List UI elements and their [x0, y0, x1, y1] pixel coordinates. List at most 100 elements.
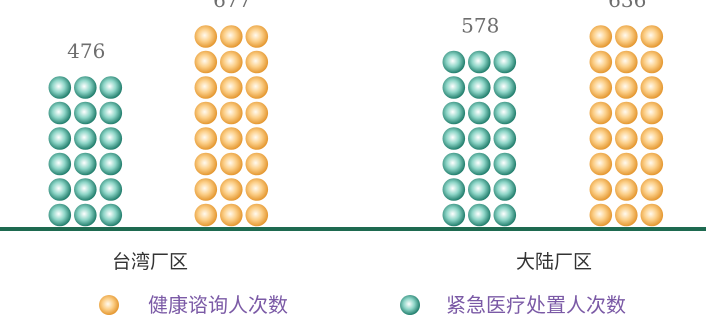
- bar-dot: [493, 101, 517, 125]
- bar-dot: [48, 127, 72, 150]
- bar-dot: [468, 203, 491, 227]
- bar-dot: [640, 50, 664, 74]
- bar-dot: [74, 101, 97, 125]
- bar-dot: [99, 178, 123, 201]
- bar-dot: [468, 178, 491, 201]
- category-label-mainland: 大陆厂区: [516, 251, 592, 273]
- category-label-taiwan: 台湾厂区: [112, 251, 188, 273]
- data-label: 636: [608, 0, 646, 12]
- legend-marker-consultation: [99, 295, 119, 315]
- bar-dot: [220, 178, 243, 201]
- bar-dot: [220, 203, 243, 227]
- bar-dot: [74, 152, 97, 176]
- bar-dot: [245, 101, 269, 125]
- bar-dot: [99, 152, 123, 176]
- bar-dot: [589, 152, 613, 176]
- bar-dot: [493, 127, 517, 150]
- bar-dot: [640, 76, 664, 99]
- bar-dot: [442, 152, 466, 176]
- bar-dot: [245, 25, 269, 48]
- bar-dot: [640, 25, 664, 48]
- bar-dot: [589, 76, 613, 99]
- data-label: 578: [461, 14, 499, 38]
- bar-dot: [640, 152, 664, 176]
- bar-dot: [493, 50, 517, 74]
- bar-consultation-0: [194, 25, 269, 227]
- legend-marker-emergency: [400, 295, 420, 315]
- bar-dot: [442, 76, 466, 99]
- bar-emergency-0: [48, 76, 123, 227]
- bar-dot: [99, 76, 123, 99]
- bar-dot: [194, 127, 218, 150]
- bar-dot: [74, 203, 97, 227]
- bar-dot: [640, 127, 664, 150]
- bar-dot: [220, 25, 243, 48]
- bar-dot: [615, 127, 638, 150]
- bar-dot: [615, 101, 638, 125]
- legend-label-consultation: 健康谘询人次数: [148, 293, 288, 317]
- bar-dot: [442, 178, 466, 201]
- bar-dot: [615, 203, 638, 227]
- bar-dot: [615, 76, 638, 99]
- bar-dot: [220, 50, 243, 74]
- bar-dot: [468, 50, 491, 74]
- bar-dot: [74, 127, 97, 150]
- bar-dot: [245, 76, 269, 99]
- bar-emergency-1: [442, 50, 517, 227]
- bar-dot: [194, 76, 218, 99]
- bar-dot: [442, 101, 466, 125]
- bar-dot: [589, 178, 613, 201]
- bar-dot: [194, 152, 218, 176]
- bar-dot: [468, 76, 491, 99]
- bar-dot: [468, 127, 491, 150]
- bar-dot: [442, 127, 466, 150]
- bar-dot: [640, 178, 664, 201]
- bar-dot: [220, 101, 243, 125]
- bar-dot: [74, 178, 97, 201]
- bar-dot: [615, 25, 638, 48]
- bar-dot: [589, 25, 613, 48]
- bar-dot: [589, 50, 613, 74]
- bar-dot: [640, 203, 664, 227]
- bar-dot: [640, 101, 664, 125]
- bar-dot: [468, 152, 491, 176]
- bar-dot: [99, 203, 123, 227]
- bar-dot: [194, 50, 218, 74]
- bar-consultation-1: [589, 25, 664, 227]
- bar-dot: [615, 178, 638, 201]
- bar-dot: [589, 203, 613, 227]
- bar-dot: [493, 152, 517, 176]
- bar-dot: [194, 203, 218, 227]
- bar-dot: [493, 178, 517, 201]
- bar-dot: [245, 127, 269, 150]
- data-label: 476: [67, 39, 105, 63]
- bar-dot: [220, 127, 243, 150]
- bar-dot: [245, 203, 269, 227]
- legend-label-emergency: 紧急医疗处置人次数: [446, 293, 626, 317]
- bar-dot: [74, 76, 97, 99]
- bar-dot: [493, 76, 517, 99]
- data-label: 677: [213, 0, 251, 12]
- bar-dot: [48, 76, 72, 99]
- bar-dot: [615, 152, 638, 176]
- bar-dot: [194, 101, 218, 125]
- bar-dot: [220, 76, 243, 99]
- bar-dot: [589, 127, 613, 150]
- bar-dot: [245, 178, 269, 201]
- bar-dot: [194, 25, 218, 48]
- bar-dot: [468, 101, 491, 125]
- bar-dot: [245, 50, 269, 74]
- bar-dot: [220, 152, 243, 176]
- bar-dot: [194, 178, 218, 201]
- bar-dot: [48, 178, 72, 201]
- bar-dot: [493, 203, 517, 227]
- bar-dot: [99, 101, 123, 125]
- bar-dot: [99, 127, 123, 150]
- bar-dot: [589, 101, 613, 125]
- legend: 健康谘询人次数 紧急医疗处置人次数: [99, 293, 626, 317]
- bar-dot: [442, 203, 466, 227]
- bar-dot: [615, 50, 638, 74]
- bar-dot: [48, 203, 72, 227]
- bar-dot: [442, 50, 466, 74]
